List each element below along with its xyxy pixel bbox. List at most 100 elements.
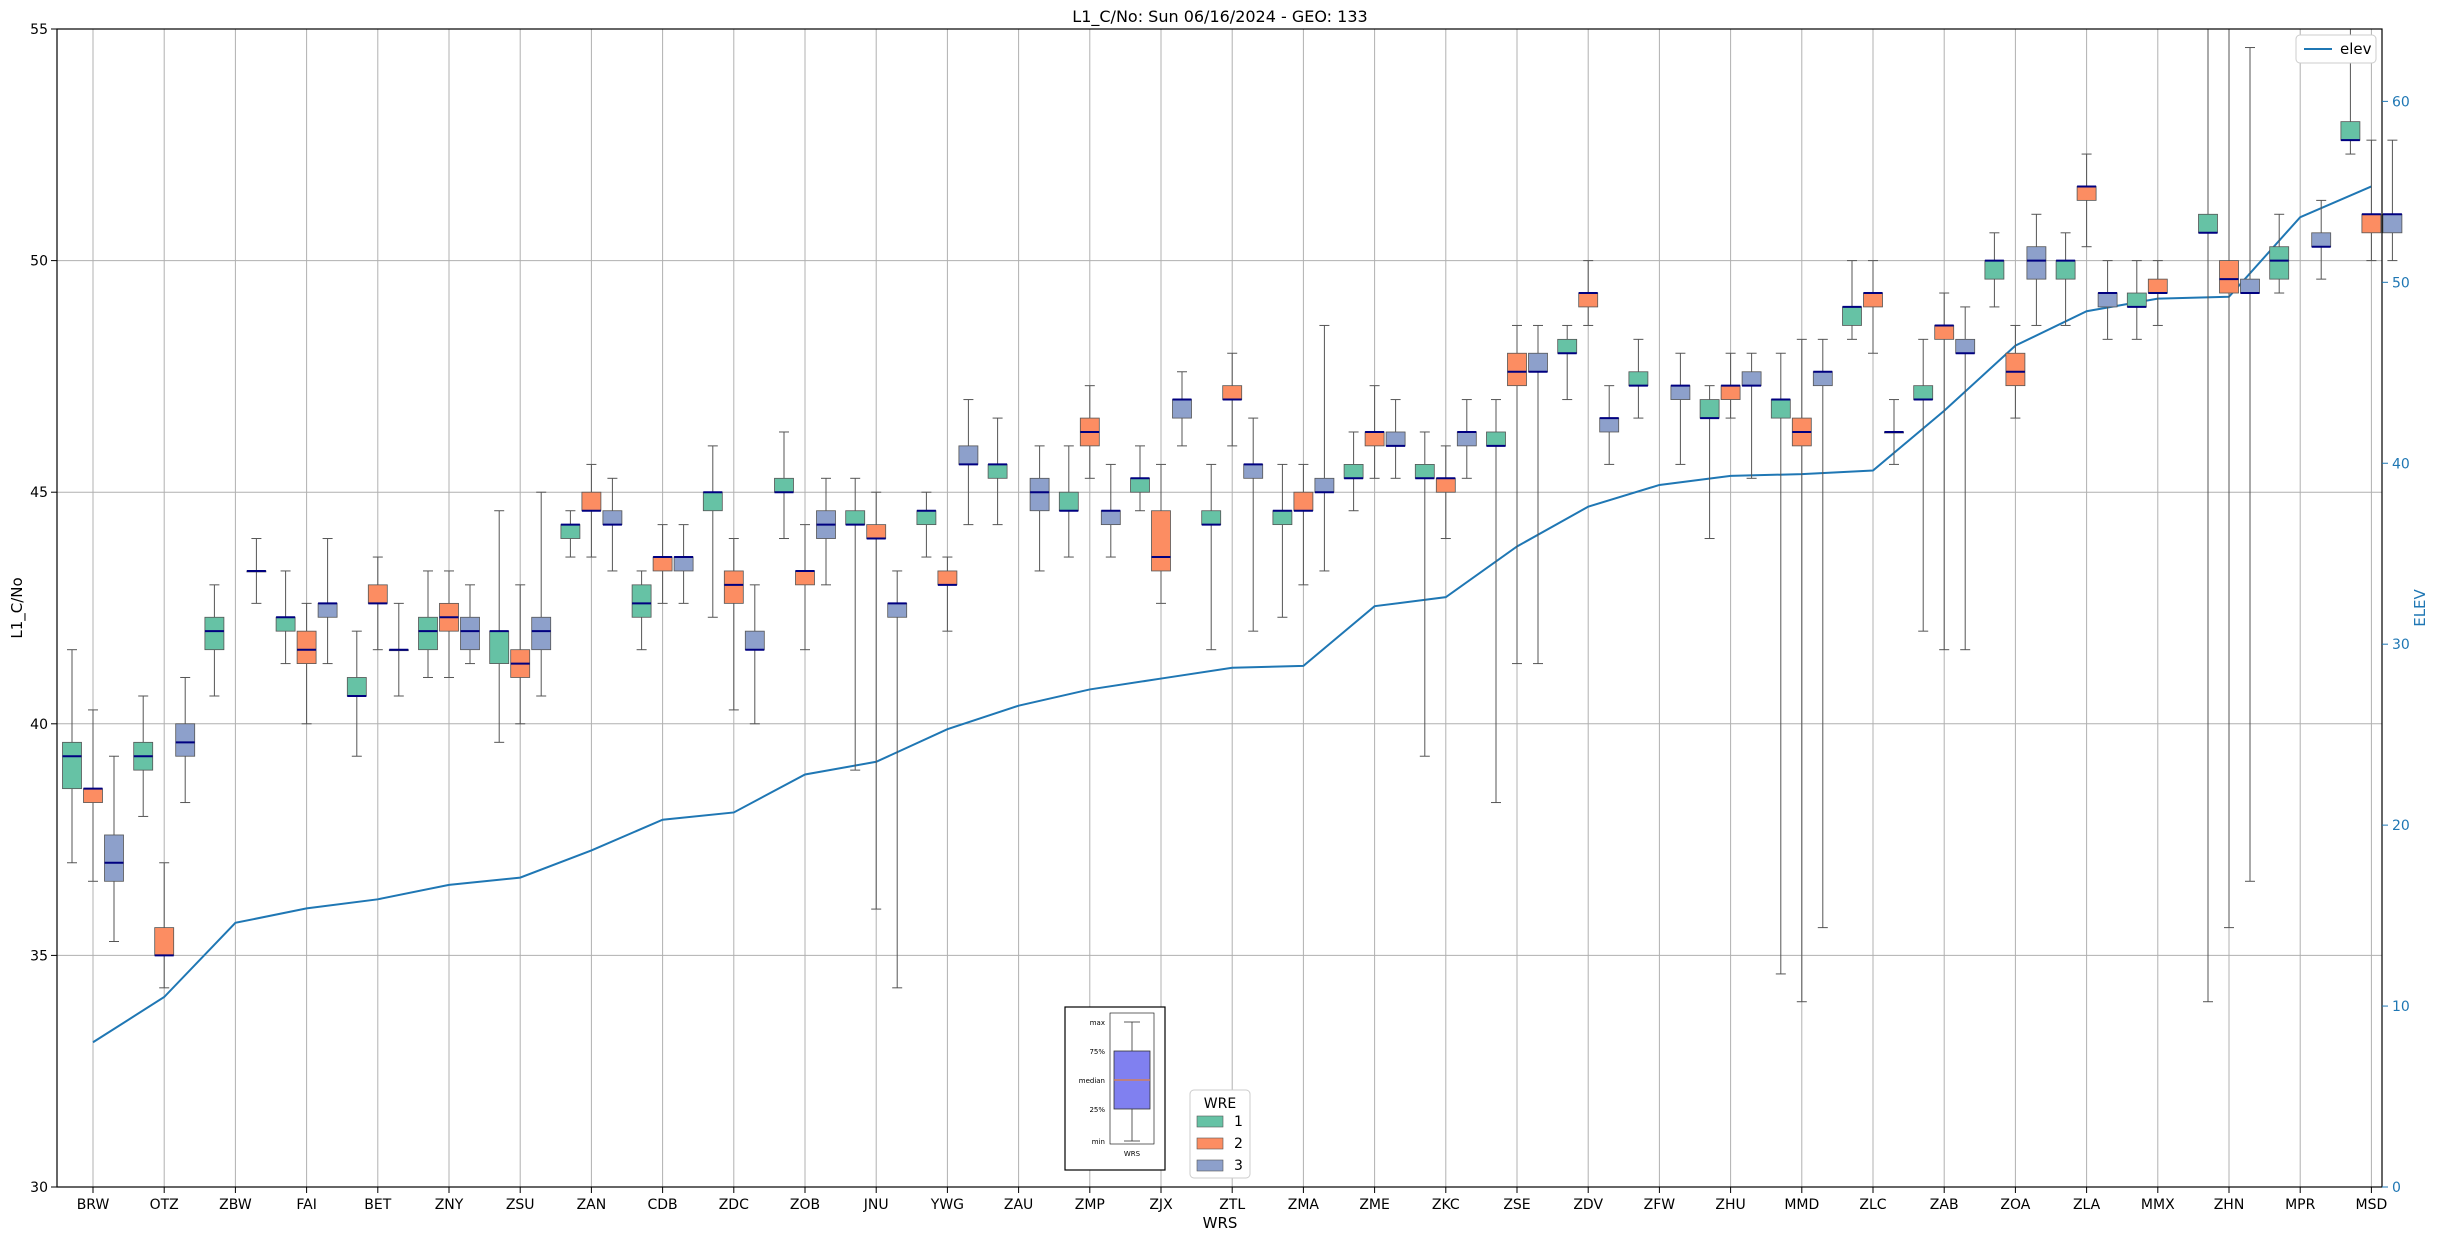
inset-inner-frame — [1109, 1012, 1155, 1145]
box-iqr — [296, 630, 317, 664]
box-wre-1 — [1842, 260, 1862, 340]
box-iqr — [774, 477, 794, 493]
wre-legend-swatch-3 — [1196, 1159, 1224, 1172]
box-wre-3 — [531, 491, 552, 697]
box-iqr — [1913, 385, 1934, 400]
x-tick-label: BET — [364, 1197, 391, 1213]
box-iqr — [1741, 371, 1762, 387]
box-iqr — [204, 616, 225, 651]
box-iqr — [104, 834, 124, 882]
box-iqr — [175, 723, 196, 757]
box-iqr — [531, 616, 552, 651]
box-wre-1 — [987, 417, 1008, 526]
box-wre-2 — [1791, 338, 1812, 1003]
y-tick-label: 40 — [30, 717, 48, 733]
boxplot-key-inset: max 75% median 25% min WRS — [1064, 1006, 1166, 1171]
box-wre-1 — [2198, 28, 2218, 1003]
box-iqr — [1955, 338, 1976, 354]
box-iqr — [1435, 477, 1456, 493]
box-wre-3 — [602, 477, 623, 572]
box-iqr — [418, 616, 438, 651]
inset-label-25: 25% — [1089, 1106, 1105, 1114]
box-iqr — [2026, 246, 2047, 280]
box-iqr — [845, 510, 866, 526]
box-iqr — [317, 602, 338, 618]
box-iqr — [1029, 477, 1050, 512]
box-iqr — [1314, 477, 1335, 493]
box-iqr — [937, 570, 958, 586]
box-wre-3 — [1172, 371, 1192, 447]
box-wre-3 — [1100, 463, 1121, 558]
x-tick-label: ZAN — [577, 1197, 607, 1213]
x-tick-label: ZOA — [2000, 1197, 2030, 1213]
box-iqr — [2126, 292, 2147, 308]
box-iqr — [83, 788, 103, 803]
y-tick-label: 35 — [30, 948, 48, 964]
x-tick-label: ZTL — [1219, 1197, 1245, 1213]
box-wre-1 — [1628, 338, 1649, 419]
box-wre-3 — [673, 524, 694, 604]
box-wre-1 — [702, 445, 723, 618]
x-tick-label: ZMP — [1075, 1197, 1105, 1213]
box-iqr — [1599, 417, 1620, 433]
y-tick-label: 55 — [30, 22, 48, 38]
box-iqr — [2361, 213, 2382, 234]
box-wre-1 — [774, 431, 794, 540]
box-iqr — [916, 510, 937, 526]
x-tick-label: FAI — [296, 1197, 316, 1213]
x-tick-label: ZFW — [1644, 1197, 1676, 1213]
inset-label-75: 75% — [1089, 1048, 1105, 1056]
elev-legend-frame — [2295, 34, 2377, 64]
box-iqr — [2269, 246, 2290, 280]
box-iqr — [2147, 278, 2168, 294]
box-iqr — [560, 524, 581, 539]
box-wre-2 — [439, 570, 459, 678]
box-iqr — [1100, 510, 1121, 526]
box-wre-1 — [1984, 232, 2005, 308]
box-wre-1 — [204, 584, 225, 697]
box-iqr — [1720, 385, 1741, 400]
box-wre-2 — [1720, 352, 1741, 419]
x-tick-label: ZHN — [2214, 1197, 2245, 1213]
box-iqr — [1414, 464, 1435, 479]
box-iqr — [1201, 510, 1222, 526]
box-wre-1 — [845, 477, 866, 771]
box-wre-2 — [2219, 28, 2239, 929]
x-tick-label: JNU — [863, 1197, 889, 1213]
box-iqr — [1151, 510, 1171, 572]
y-tick-label: 45 — [30, 485, 48, 501]
box-wre-2 — [1578, 260, 1599, 326]
box-wre-2 — [1079, 385, 1100, 479]
box-iqr — [1699, 399, 1720, 419]
box-iqr — [631, 584, 652, 618]
box-wre-2 — [2076, 153, 2097, 248]
box-wre-1 — [1272, 463, 1293, 618]
box-wre-2 — [367, 556, 388, 651]
box-wre-2 — [1934, 292, 1955, 651]
x-tick-label: ZKC — [1432, 1197, 1460, 1213]
box-iqr — [2198, 213, 2218, 234]
box-wre-2 — [937, 556, 958, 632]
box-wre-2 — [723, 538, 744, 711]
y2-tick-label: 60 — [2392, 94, 2410, 110]
x-tick-label: ZJX — [1149, 1197, 1173, 1213]
inset-xlabel: WRS — [1124, 1150, 1141, 1158]
x-tick-label: OTZ — [150, 1197, 179, 1213]
x-tick-label: MSD — [2356, 1197, 2388, 1213]
box-wre-1 — [560, 510, 581, 558]
chart-title: L1_C/No: Sun 06/16/2024 - GEO: 133 — [1072, 7, 1367, 27]
elev-legend: elev — [2295, 34, 2377, 64]
inset-label-min: min — [1092, 1138, 1105, 1146]
wre-legend-title: WRE — [1204, 1096, 1236, 1112]
box-wre-3 — [2097, 260, 2118, 340]
box-iqr — [702, 491, 723, 512]
box-wre-2 — [2361, 139, 2382, 262]
box-wre-2 — [1364, 385, 1385, 479]
box-wre-3 — [1456, 399, 1477, 479]
box-layer — [62, 28, 2403, 1003]
box-wre-2 — [866, 491, 887, 910]
x-tick-label: ZHU — [1715, 1197, 1745, 1213]
box-wre-1 — [2055, 232, 2076, 326]
box-wre-2 — [581, 463, 602, 558]
